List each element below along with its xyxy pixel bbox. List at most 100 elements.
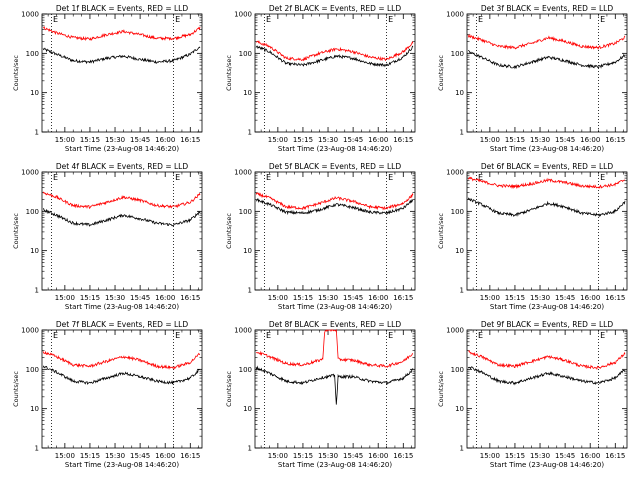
events-series-line bbox=[467, 50, 626, 70]
x-axis-label: Start Time (23-Aug-08 14:46:20) bbox=[490, 461, 604, 469]
y-axis-label: Counts/sec bbox=[437, 371, 445, 407]
x-tick-label: 15:45 bbox=[555, 136, 575, 144]
event-marker-label: E bbox=[600, 15, 605, 24]
x-axis-label: Start Time (23-Aug-08 14:46:20) bbox=[65, 303, 179, 311]
lld-series-line bbox=[255, 328, 414, 369]
y-tick-label: 100 bbox=[239, 366, 252, 374]
x-tick-label: 16:15 bbox=[180, 136, 200, 144]
y-axis-label: Counts/sec bbox=[12, 371, 20, 407]
event-marker-label: E bbox=[600, 173, 605, 182]
x-tick-label: 15:15 bbox=[505, 452, 525, 460]
x-tick-label: 15:15 bbox=[505, 294, 525, 302]
panel-title: Det 5f BLACK = Events, RED = LLD bbox=[269, 162, 402, 171]
x-tick-label: 15:15 bbox=[293, 452, 313, 460]
x-tick-label: 16:00 bbox=[580, 294, 600, 302]
plot-frame bbox=[466, 329, 628, 449]
y-tick-label: 10 bbox=[243, 405, 252, 413]
x-tick-label: 15:30 bbox=[105, 136, 125, 144]
x-tick-label: 15:00 bbox=[480, 294, 500, 302]
y-axis-label: Counts/sec bbox=[225, 55, 233, 91]
x-tick-label: 15:00 bbox=[55, 294, 75, 302]
x-tick-label: 16:15 bbox=[180, 294, 200, 302]
panel-title: Det 6f BLACK = Events, RED = LLD bbox=[481, 162, 614, 171]
x-tick-label: 16:00 bbox=[155, 136, 175, 144]
events-series-line bbox=[42, 208, 201, 227]
x-tick-label: 16:15 bbox=[393, 452, 413, 460]
event-marker-label: E bbox=[53, 15, 58, 24]
x-tick-label: 15:30 bbox=[318, 136, 338, 144]
y-tick-label: 10 bbox=[30, 405, 39, 413]
event-marker-label: E bbox=[266, 331, 271, 340]
x-tick-label: 15:15 bbox=[80, 136, 100, 144]
y-tick-label: 10 bbox=[243, 89, 252, 97]
panel-det-7: Det 7f BLACK = Events, RED = LLD 1 10 100 10… bbox=[12, 320, 203, 469]
x-tick-label: 15:15 bbox=[293, 294, 313, 302]
y-tick-label: 100 bbox=[451, 366, 464, 374]
x-axis-label: Start Time (23-Aug-08 14:46:20) bbox=[490, 145, 604, 153]
y-axis-label: Counts/sec bbox=[12, 55, 20, 91]
y-tick-label: 1000 bbox=[234, 11, 252, 19]
y-tick-label: 100 bbox=[451, 208, 464, 216]
events-series-line bbox=[256, 198, 414, 216]
event-marker-label: E bbox=[388, 173, 393, 182]
y-tick-label: 10 bbox=[455, 89, 464, 97]
x-tick-label: 15:45 bbox=[130, 452, 150, 460]
events-series-line bbox=[255, 365, 414, 405]
panel-det-8: Det 8f BLACK = Events, RED = LLD 1 10 100 10… bbox=[225, 320, 416, 469]
panel-title: Det 4f BLACK = Events, RED = LLD bbox=[56, 162, 189, 171]
x-tick-label: 16:15 bbox=[393, 294, 413, 302]
x-tick-label: 16:00 bbox=[580, 136, 600, 144]
y-tick-label: 1000 bbox=[21, 11, 39, 19]
y-tick-label: 1 bbox=[35, 287, 39, 295]
event-marker-label: E bbox=[388, 331, 393, 340]
y-tick-label: 1000 bbox=[446, 11, 464, 19]
event-marker-label: E bbox=[175, 173, 180, 182]
x-tick-label: 16:00 bbox=[368, 136, 388, 144]
lld-series-line bbox=[468, 350, 626, 371]
y-tick-label: 10 bbox=[455, 247, 464, 255]
x-tick-label: 15:15 bbox=[505, 136, 525, 144]
y-tick-label: 100 bbox=[239, 208, 252, 216]
event-marker-label: E bbox=[53, 173, 58, 182]
x-tick-label: 15:00 bbox=[55, 452, 75, 460]
x-tick-label: 15:15 bbox=[80, 452, 100, 460]
panel-title: Det 9f BLACK = Events, RED = LLD bbox=[481, 320, 614, 329]
lld-series-line bbox=[467, 33, 626, 50]
y-tick-label: 1 bbox=[248, 287, 252, 295]
panel-title: Det 8f BLACK = Events, RED = LLD bbox=[269, 320, 402, 329]
x-tick-label: 16:15 bbox=[605, 452, 625, 460]
x-tick-label: 16:15 bbox=[393, 136, 413, 144]
lld-series-line bbox=[255, 192, 414, 211]
y-tick-label: 1 bbox=[248, 445, 252, 453]
x-tick-label: 16:15 bbox=[605, 136, 625, 144]
x-tick-label: 15:30 bbox=[318, 452, 338, 460]
event-marker-label: E bbox=[600, 331, 605, 340]
event-marker-label: E bbox=[478, 331, 483, 340]
x-tick-label: 16:15 bbox=[180, 452, 200, 460]
x-tick-label: 15:30 bbox=[105, 294, 125, 302]
x-tick-label: 15:00 bbox=[268, 294, 288, 302]
y-tick-label: 1000 bbox=[446, 169, 464, 177]
panel-det-9: Det 9f BLACK = Events, RED = LLD 1 10 100 10… bbox=[437, 320, 628, 469]
x-tick-label: 16:00 bbox=[368, 452, 388, 460]
y-tick-label: 1000 bbox=[234, 327, 252, 335]
x-tick-label: 15:30 bbox=[530, 294, 550, 302]
y-tick-label: 100 bbox=[239, 50, 252, 58]
y-tick-label: 100 bbox=[26, 366, 39, 374]
x-tick-label: 15:45 bbox=[343, 294, 363, 302]
x-tick-label: 15:00 bbox=[480, 136, 500, 144]
panel-title: Det 1f BLACK = Events, RED = LLD bbox=[56, 4, 189, 13]
events-series-line bbox=[467, 197, 626, 218]
lld-series-line bbox=[42, 26, 201, 42]
x-axis-label: Start Time (23-Aug-08 14:46:20) bbox=[278, 145, 392, 153]
plot-frame bbox=[254, 171, 416, 291]
x-tick-label: 15:15 bbox=[80, 294, 100, 302]
panel-det-5: Det 5f BLACK = Events, RED = LLD 1 10 100 10… bbox=[225, 162, 416, 311]
x-axis-label: Start Time (23-Aug-08 14:46:20) bbox=[490, 303, 604, 311]
plot-frame bbox=[41, 171, 203, 291]
y-axis-label: Counts/sec bbox=[225, 371, 233, 407]
panel-det-3: Det 3f BLACK = Events, RED = LLD 1 10 100 10… bbox=[437, 4, 628, 153]
x-tick-label: 15:00 bbox=[268, 136, 288, 144]
x-tick-label: 16:00 bbox=[155, 294, 175, 302]
x-tick-label: 15:45 bbox=[343, 452, 363, 460]
